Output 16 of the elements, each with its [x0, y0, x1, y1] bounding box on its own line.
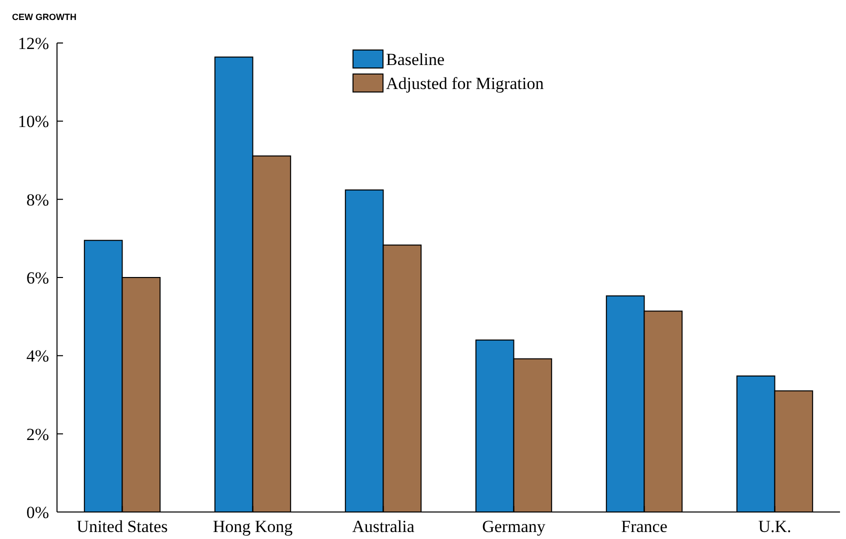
- x-tick-label: United States: [76, 517, 168, 536]
- y-tick-label: 6%: [26, 268, 49, 288]
- y-tick-label: 2%: [26, 424, 49, 444]
- y-tick-label: 8%: [26, 190, 49, 210]
- x-tick-label: Hong Kong: [212, 517, 294, 536]
- x-tick-label: France: [621, 517, 668, 536]
- y-tick-label: 4%: [26, 346, 49, 366]
- legend-label: Baseline: [386, 50, 445, 69]
- legend-label: Adjusted for Migration: [386, 74, 544, 93]
- y-tick-label: 0%: [26, 502, 49, 522]
- x-tick-label: Germany: [482, 517, 546, 536]
- chart-title: CEW GROWTH: [12, 12, 76, 22]
- x-tick-label: Australia: [352, 517, 415, 536]
- y-tick-label: 10%: [18, 112, 49, 132]
- x-tick-label: U.K.: [758, 517, 792, 536]
- y-tick-label: 12%: [18, 34, 49, 53]
